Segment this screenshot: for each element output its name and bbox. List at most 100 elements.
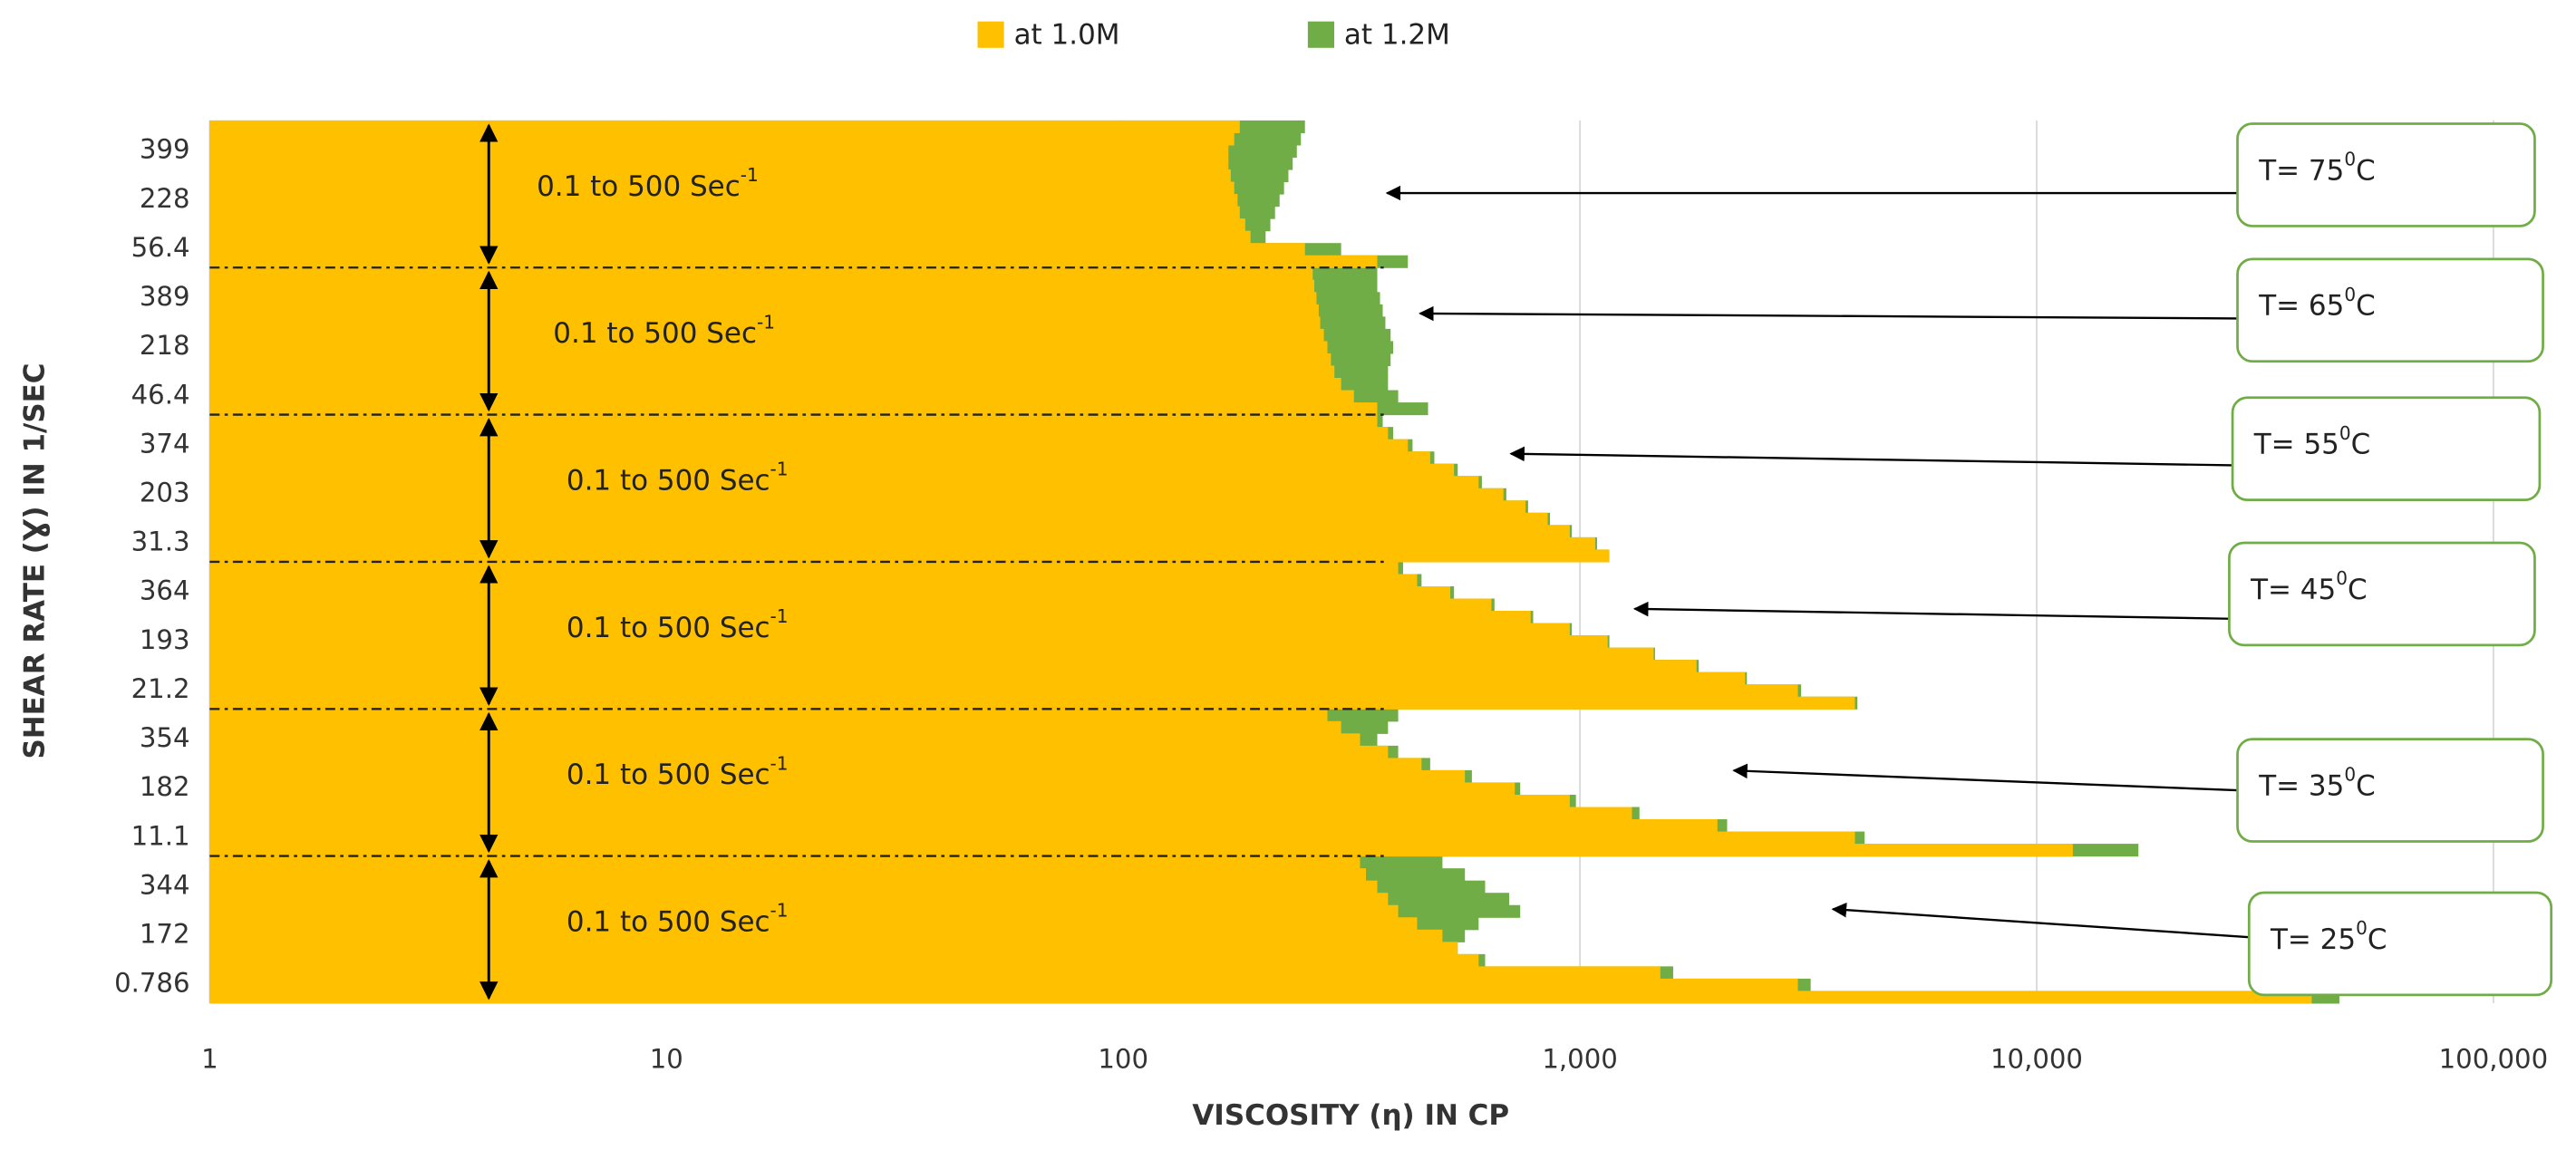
legend-swatch <box>977 21 1004 48</box>
temperature-unit: C <box>2356 769 2376 802</box>
range-label-sup: -1 <box>770 752 789 774</box>
bar <box>209 794 1570 808</box>
pointer-arrow <box>1831 902 2250 939</box>
bar <box>209 684 1798 698</box>
bar <box>209 414 1378 428</box>
bar <box>209 181 1235 195</box>
bar <box>209 255 1378 268</box>
bar <box>209 512 1548 526</box>
temperature-text: T= 55 <box>2253 428 2339 460</box>
legend-swatch <box>1307 21 1335 48</box>
pointer-arrow <box>1732 763 2238 792</box>
range-label: 0.1 to 500 Sec-1 <box>567 752 789 791</box>
bar <box>209 758 1422 771</box>
bar <box>209 672 1746 685</box>
temperature-sup: 0 <box>2339 421 2351 443</box>
temperature-sup: 0 <box>2356 917 2368 939</box>
bar <box>209 953 1479 967</box>
bar <box>209 157 1229 170</box>
bar <box>209 623 1570 636</box>
bar <box>209 893 1389 906</box>
temperature-unit: C <box>2356 154 2376 187</box>
y-tick-label: 31.3 <box>131 527 190 557</box>
bar <box>209 267 1313 281</box>
range-label: 0.1 to 500 Sec-1 <box>553 311 775 350</box>
y-tick-label: 389 <box>140 281 190 312</box>
range-label: 0.1 to 500 Sec-1 <box>537 164 759 203</box>
y-tick-label: 182 <box>140 771 190 802</box>
y-axis-title: SHEAR RATE (Ɣ) IN 1/SEC <box>19 363 52 759</box>
temperature-unit: C <box>2348 573 2368 605</box>
bar <box>209 598 1492 612</box>
bar <box>209 942 1458 955</box>
bar <box>209 463 1455 477</box>
temperature-box <box>2247 891 2553 997</box>
bar <box>209 745 1389 759</box>
range-label-sup: -1 <box>757 311 775 333</box>
y-tick-label: 374 <box>140 428 190 459</box>
x-tick-label: 1,000 <box>1542 1044 1617 1075</box>
y-tick-label: 0.786 <box>114 968 189 999</box>
bar <box>209 991 2312 1004</box>
temperature-sup: 0 <box>2344 283 2356 304</box>
bar <box>209 782 1516 796</box>
bar <box>209 525 1570 538</box>
bar <box>209 855 1361 869</box>
range-label-sup: -1 <box>770 458 789 479</box>
range-label-text: 0.1 to 500 Sec <box>537 169 741 202</box>
bar <box>209 427 1389 440</box>
temperature-sup: 0 <box>2344 148 2356 169</box>
x-tick-label: 100 <box>1098 1044 1148 1075</box>
bar <box>209 378 1341 391</box>
bar <box>209 488 1504 501</box>
y-tick-label: 399 <box>140 134 190 165</box>
temperature-text: T= 35 <box>2258 769 2344 802</box>
bar <box>209 132 1235 146</box>
range-label-text: 0.1 to 500 Sec <box>553 317 757 350</box>
bar <box>209 341 1328 354</box>
bar <box>209 733 1361 747</box>
y-tick-label: 46.4 <box>131 379 190 410</box>
temperature-unit: C <box>2351 428 2371 460</box>
bar <box>209 279 1314 293</box>
x-axis-title: VISCOSITY (η) IN CP <box>1192 1099 1509 1132</box>
bar <box>209 439 1409 452</box>
range-label-sup: -1 <box>741 164 759 186</box>
temperature-box <box>2236 738 2544 843</box>
bar <box>209 243 1305 256</box>
range-label-sup: -1 <box>770 605 789 627</box>
bar <box>209 769 1466 783</box>
bar <box>209 353 1332 367</box>
bar <box>209 880 1378 894</box>
range-label-text: 0.1 to 500 Sec <box>567 905 770 938</box>
y-tick-label: 228 <box>140 183 190 214</box>
bar <box>209 536 1595 550</box>
y-tick-label: 193 <box>140 624 190 655</box>
bar <box>209 144 1229 159</box>
y-tick-label: 56.4 <box>131 232 190 263</box>
bar <box>209 206 1240 219</box>
bar <box>209 169 1231 183</box>
temperature-label: T= 450C <box>2250 567 2367 606</box>
bar <box>209 451 1430 465</box>
bar <box>209 978 1798 991</box>
y-tick-label: 172 <box>140 919 190 950</box>
bar <box>209 844 2073 857</box>
bar <box>209 292 1317 305</box>
y-tick-label: 11.1 <box>131 820 190 851</box>
temperature-unit: C <box>2368 923 2387 955</box>
temperature-unit: C <box>2356 289 2376 322</box>
bar <box>209 635 1608 649</box>
bar <box>209 585 1450 600</box>
temperature-label: T= 750C <box>2258 148 2375 187</box>
legend-label: at 1.2M <box>1344 19 1450 52</box>
bar <box>209 218 1245 232</box>
bar <box>209 120 1240 133</box>
y-tick-label: 218 <box>140 330 190 361</box>
bar <box>209 709 1328 722</box>
temperature-box <box>2236 257 2544 363</box>
bar <box>209 194 1238 208</box>
y-tick-label: 21.2 <box>131 673 190 704</box>
range-label-text: 0.1 to 500 Sec <box>567 611 770 643</box>
